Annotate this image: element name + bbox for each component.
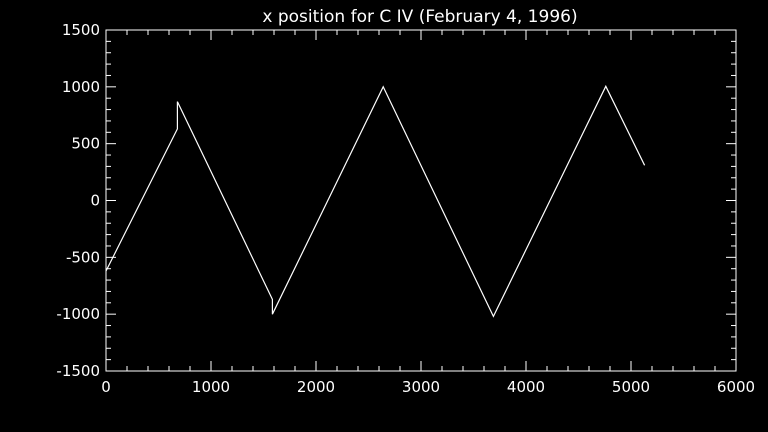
x-tick-label: 2000 xyxy=(297,378,335,396)
y-tick-label: 500 xyxy=(71,135,100,153)
axes: 0 1000 2000 3000 4000 5000 6000 -1500 -1000 -500 0… xyxy=(56,21,755,396)
x-tick-label: 1000 xyxy=(192,378,230,396)
y-tick-label: -500 xyxy=(66,248,100,266)
chart-title: x position for C IV (February 4, 1996) xyxy=(262,7,577,27)
y-tick-label: 1000 xyxy=(62,78,100,96)
series-line xyxy=(105,84,646,318)
series-layer xyxy=(105,84,646,318)
y-tick-label: -1500 xyxy=(56,362,100,380)
x-tick-label: 6000 xyxy=(717,378,755,396)
x-tick-label: 4000 xyxy=(507,378,545,396)
x-tick-label: 0 xyxy=(101,378,111,396)
y-tick-label: -1000 xyxy=(56,305,100,323)
y-tick-label: 1500 xyxy=(62,21,100,39)
y-tick-label: 0 xyxy=(90,192,100,210)
x-tick-label: 5000 xyxy=(612,378,650,396)
x-tick-label: 3000 xyxy=(402,378,440,396)
plot-frame xyxy=(105,29,737,372)
